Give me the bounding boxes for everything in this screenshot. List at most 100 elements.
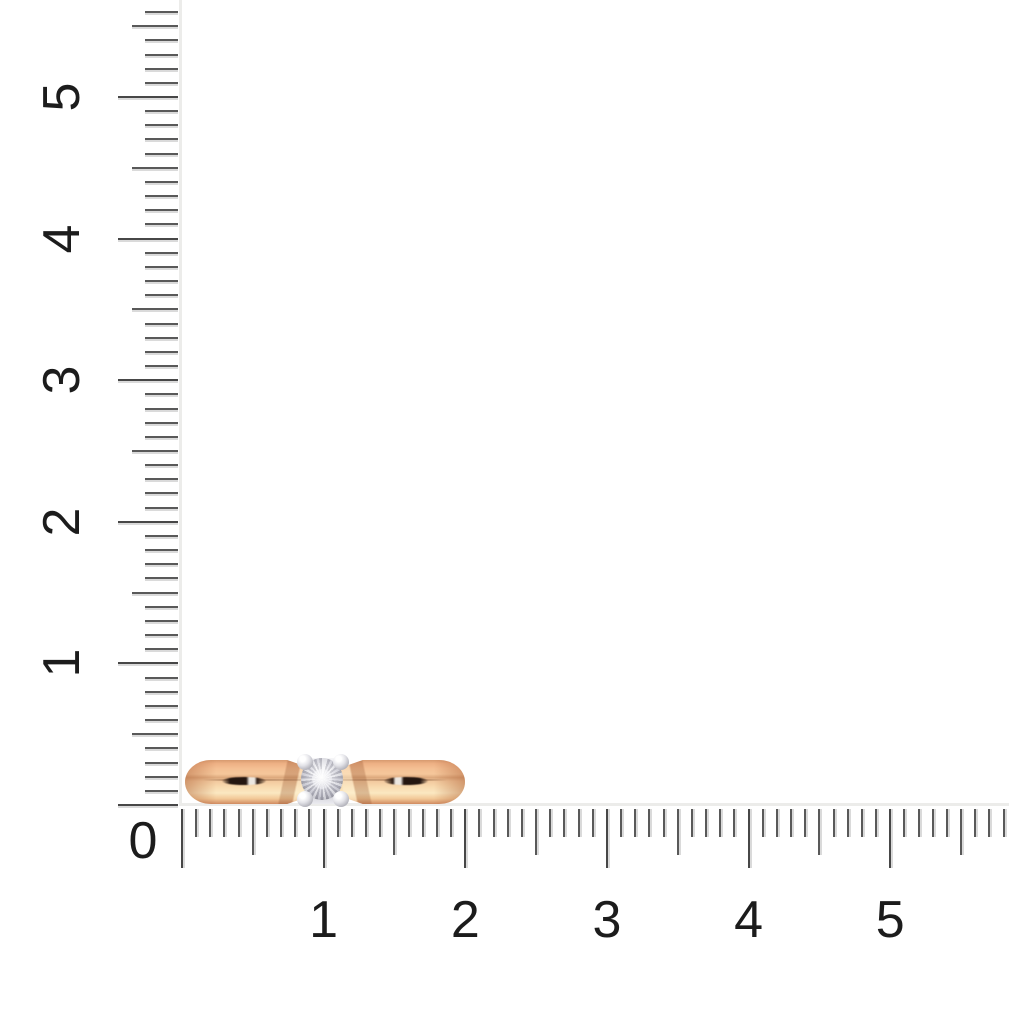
ruler-tick [889,809,892,868]
ruler-tick [132,308,178,311]
ruler-tick [145,549,178,552]
ruler-tick [145,421,178,424]
ruler-tick [407,809,410,837]
ruler-tick [379,809,382,837]
ruler-tick [336,809,339,837]
ruler-tick [860,809,863,837]
ruler-tick [960,809,963,855]
ruler-tick [988,809,991,837]
ruler-number-3: 3 [33,365,91,395]
ruler-tick [118,96,178,98]
prong-top-right [333,754,349,770]
ruler-tick [145,39,178,42]
ruler-tick [450,809,453,837]
ruler-number-5: 5 [875,891,905,949]
ruler-tick [145,209,178,212]
ring-product-image [185,752,465,807]
ruler-tick [145,53,178,56]
ruler-tick [676,809,679,855]
ruler-tick [974,809,977,837]
ruler-tick [145,124,178,127]
ruler-tick [662,809,665,837]
ruler-tick [549,809,552,837]
ruler-number-5: 5 [33,82,91,112]
ruler-tick [563,809,566,837]
ruler-tick [648,809,651,837]
ruler-tick [393,809,396,855]
ruler-tick [145,634,178,637]
ruler-tick [145,690,178,693]
ruler-tick [145,152,178,155]
ruler-tick [209,809,212,837]
ring-band-specular-right [384,777,428,785]
ruler-tick [145,265,178,268]
ruler-number-1: 1 [33,648,91,678]
ruler-tick [145,393,178,396]
ruler-tick [322,809,325,868]
ruler-tick [775,809,778,837]
ruler-tick [846,809,849,837]
ruler-tick [280,809,283,837]
ruler-tick [747,809,750,868]
ruler-number-4: 4 [734,891,764,949]
prong-bottom-left [297,791,313,807]
ruler-tick [118,379,178,382]
ruler-tick [804,809,807,837]
ruler-tick [145,775,178,778]
ruler-tick [132,733,178,736]
ruler-tick [145,350,178,353]
ruler-tick [195,809,198,837]
ruler-tick [435,809,438,837]
ruler-tick [832,809,835,837]
ruler-tick [506,809,509,837]
ruler-tick [145,11,178,14]
ruler-tick [421,809,424,837]
ruler-tick [705,809,708,837]
ruler-tick [690,809,693,837]
ruler-tick [145,789,178,792]
ruler-tick [145,67,178,70]
vertical-ruler-edge-line [179,0,182,806]
ruler-tick [535,809,538,855]
ruler-tick [620,809,623,837]
ruler-tick [145,435,178,438]
ruler-number-3: 3 [592,891,622,949]
ruler-tick [145,577,178,580]
ruler-tick [132,591,178,594]
ruler-tick [350,809,353,837]
prong-top-left [297,754,313,770]
ruler-tick [118,237,178,240]
ruler-tick [118,520,178,523]
ruler-tick [145,365,178,368]
ruler-tick [875,809,878,837]
ruler-tick [577,809,580,837]
ruler-tick [145,110,178,113]
ruler-tick [145,180,178,183]
ruler-tick [181,809,183,868]
origin-zero-label: 0 [128,812,158,870]
ruler-tick [132,25,178,28]
ruler-tick [223,809,226,837]
ruler-tick [132,450,178,452]
ruler-tick [145,336,178,339]
ruler-tick [237,809,240,837]
ruler-tick [719,809,722,837]
ruler-tick [634,809,637,837]
ruler-tick [761,809,764,837]
ruler-tick [118,662,178,665]
ruler-tick [145,534,178,537]
ruler-tick [145,195,178,198]
ruler-tick [118,804,178,806]
ruler-tick [917,809,920,837]
horizontal-ruler-edge-line [179,803,1009,806]
ruler-tick [145,251,178,254]
ruler-tick [591,809,594,837]
ring-band-specular-left [222,777,266,785]
ruler-tick [145,676,178,679]
ruler-tick [145,563,178,566]
ruler-tick [265,809,268,837]
ruler-number-4: 4 [33,224,91,254]
ruler-tick [145,280,178,283]
ruler-tick [145,464,178,467]
